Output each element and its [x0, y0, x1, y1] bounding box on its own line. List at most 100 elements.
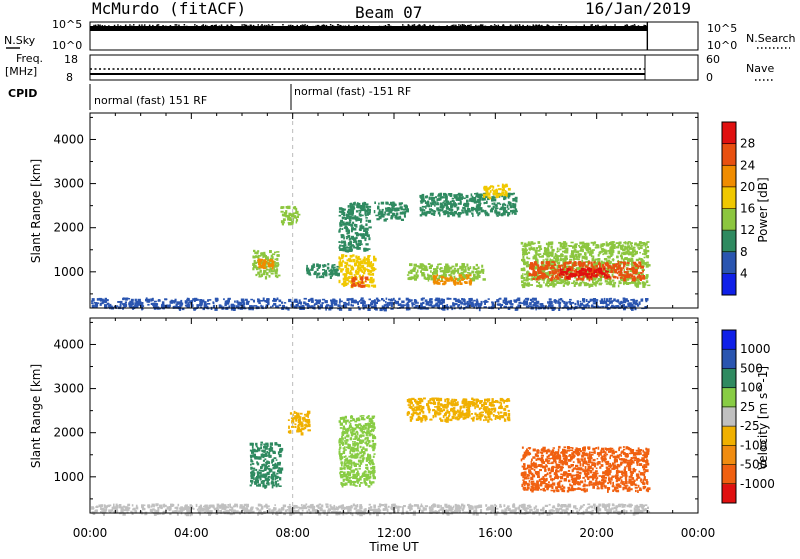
- echo-cell: [396, 507, 399, 509]
- echo-cell: [560, 257, 562, 259]
- echo-cell: [227, 504, 229, 506]
- echo-cell: [150, 298, 152, 301]
- echo-cell: [494, 212, 496, 214]
- echo-cell: [480, 509, 482, 512]
- echo-cell: [261, 259, 263, 262]
- echo-cell: [264, 262, 266, 264]
- echo-cell: [550, 304, 553, 307]
- echo-cell: [251, 511, 254, 513]
- echo-cell: [363, 261, 365, 264]
- echo-cell: [358, 240, 361, 243]
- echo-cell: [616, 242, 619, 244]
- echo-cell: [457, 278, 460, 280]
- echo-cell: [180, 506, 183, 509]
- echo-cell: [429, 208, 432, 210]
- noise-search-dot: [317, 25, 319, 27]
- echo-cell: [458, 505, 461, 508]
- echo-cell: [601, 248, 603, 250]
- echo-cell: [633, 299, 635, 302]
- echo-cell: [566, 273, 568, 276]
- echo-cell: [513, 205, 515, 207]
- echo-cell: [345, 249, 347, 252]
- noise-search-dot: [302, 24, 304, 26]
- echo-cell: [135, 510, 137, 512]
- echo-cell: [409, 263, 413, 266]
- echo-cell: [367, 263, 369, 266]
- echo-cell: [266, 272, 269, 275]
- echo-cell: [471, 271, 474, 274]
- echo-cell: [424, 209, 426, 211]
- echo-cell: [296, 304, 299, 307]
- echo-cell: [625, 272, 627, 274]
- noise-search-dot: [143, 26, 145, 28]
- echo-cell: [193, 508, 195, 510]
- echo-cell: [592, 258, 595, 261]
- noise-search-dot: [433, 25, 435, 27]
- echo-cell: [577, 300, 579, 302]
- echo-cell: [354, 274, 356, 276]
- echo-cell: [447, 214, 450, 217]
- echo-cell: [350, 255, 353, 258]
- echo-cell: [571, 282, 574, 284]
- echo-cell: [365, 243, 368, 245]
- echo-cell: [476, 300, 478, 302]
- echo-cell: [473, 276, 475, 279]
- echo-cell: [466, 278, 468, 280]
- echo-cell: [556, 257, 559, 260]
- echo-cell: [560, 505, 563, 508]
- echo-cell: [324, 264, 326, 267]
- echo-cell: [381, 202, 384, 205]
- echo-cell: [639, 263, 641, 266]
- echo-cell: [583, 242, 585, 244]
- echo-cell: [264, 505, 267, 507]
- echo-cell: [538, 267, 541, 269]
- echo-cell: [400, 208, 403, 210]
- echo-cell: [465, 269, 467, 271]
- echo-cell: [281, 206, 284, 209]
- echo-cell: [425, 269, 428, 271]
- echo-cell: [356, 210, 359, 212]
- echo-cell: [533, 243, 536, 245]
- echo-cell: [235, 504, 237, 507]
- noise-search-dot: [415, 26, 417, 28]
- echo-cell: [202, 510, 205, 512]
- echo-cell: [297, 214, 300, 216]
- noise-search-dot: [138, 26, 140, 28]
- echo-cell: [437, 305, 440, 308]
- noise-search-dot: [339, 25, 341, 27]
- echo-cell: [561, 279, 564, 282]
- echo-cell: [467, 272, 470, 274]
- echo-cell: [538, 282, 540, 284]
- noise-search-dot: [203, 24, 205, 26]
- echo-cell: [102, 302, 104, 304]
- echo-cell: [630, 242, 632, 245]
- echo-cell: [142, 508, 146, 510]
- echo-cell: [147, 299, 149, 302]
- echo-cell: [112, 507, 115, 510]
- echo-cell: [326, 506, 329, 508]
- echo-cell: [281, 302, 283, 304]
- noise-search-dot: [221, 24, 223, 26]
- echo-cell: [503, 504, 505, 507]
- noise-search-dot: [184, 24, 186, 26]
- echo-cell: [458, 198, 461, 201]
- noise-search-dot: [469, 25, 471, 27]
- echo-cell: [409, 509, 411, 511]
- station-title: McMurdo (fitACF): [92, 0, 246, 18]
- echo-cell: [558, 503, 560, 506]
- echo-cell: [505, 184, 508, 186]
- echo-cell: [368, 206, 371, 208]
- echo-cell: [338, 268, 340, 270]
- echo-cell: [164, 298, 167, 300]
- echo-cell: [476, 209, 478, 212]
- echo-cell: [345, 226, 347, 228]
- echo-cell: [269, 267, 271, 270]
- noise-search-dot: [144, 24, 146, 26]
- echo-cell: [388, 213, 390, 216]
- echo-cell: [318, 306, 321, 308]
- echo-cell: [382, 211, 384, 213]
- echo-cell: [386, 298, 388, 300]
- echo-cell: [637, 266, 639, 269]
- echo-cell: [347, 298, 350, 301]
